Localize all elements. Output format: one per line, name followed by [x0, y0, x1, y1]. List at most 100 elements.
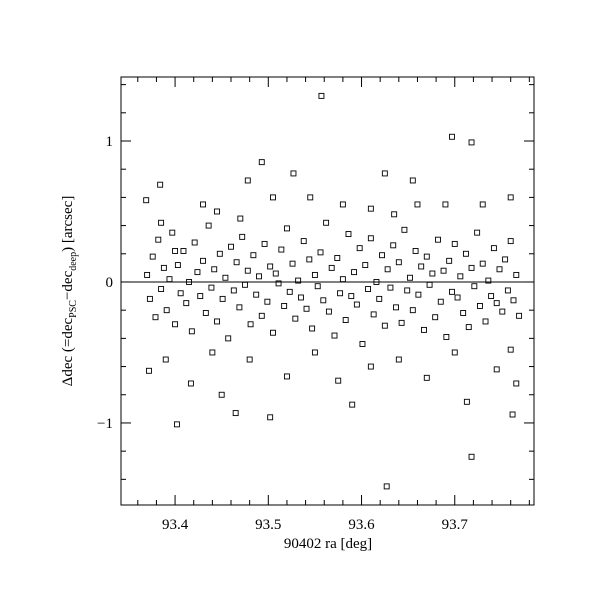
point: [200, 201, 206, 208]
point: [191, 239, 198, 246]
point: [219, 295, 226, 302]
point: [479, 201, 486, 208]
x-tick-label: 93.7: [442, 517, 469, 533]
point: [158, 219, 165, 226]
point: [222, 274, 229, 281]
point: [418, 263, 425, 270]
point: [451, 240, 458, 247]
point: [379, 252, 385, 259]
point: [395, 259, 402, 266]
point: [359, 341, 366, 347]
point: [309, 325, 316, 332]
point: [468, 139, 475, 146]
point: [435, 236, 441, 243]
point: [244, 177, 251, 184]
point: [194, 269, 201, 276]
point: [272, 270, 279, 277]
point: [166, 276, 173, 283]
point: [370, 311, 377, 318]
point: [246, 356, 253, 363]
point: [270, 194, 276, 201]
point: [283, 225, 290, 232]
point: [401, 226, 408, 233]
point: [449, 133, 455, 140]
point: [365, 286, 372, 292]
point: [250, 252, 257, 259]
point: [323, 219, 330, 226]
point: [502, 256, 509, 263]
point: [468, 264, 475, 271]
point: [362, 262, 369, 269]
y-label-part: Δdec (=dec: [60, 318, 76, 387]
point: [183, 300, 190, 307]
point: [225, 335, 232, 342]
point: [409, 177, 416, 184]
point: [384, 266, 391, 273]
point: [275, 280, 282, 287]
point: [462, 250, 469, 257]
point: [395, 356, 402, 363]
point: [258, 312, 265, 319]
point: [391, 211, 398, 218]
point: [381, 170, 388, 177]
point: [437, 298, 444, 305]
point: [292, 315, 299, 322]
point: [311, 349, 318, 356]
point: [216, 250, 223, 257]
y-label-sub: deep: [68, 252, 79, 271]
point: [513, 271, 520, 278]
point: [230, 287, 237, 294]
point: [367, 235, 374, 242]
point: [376, 295, 383, 302]
point: [172, 248, 179, 254]
point: [174, 262, 181, 269]
point: [373, 279, 380, 285]
point: [415, 291, 422, 298]
point: [149, 253, 156, 260]
point: [432, 314, 439, 321]
point: [507, 238, 514, 245]
point: [264, 298, 271, 305]
point: [173, 421, 180, 428]
point: [228, 243, 234, 250]
x-tick-label: 93.6: [348, 517, 375, 533]
point: [367, 363, 374, 370]
point: [407, 274, 413, 281]
point: [144, 271, 151, 278]
point: [356, 245, 363, 252]
point: [516, 312, 523, 319]
point: [143, 197, 150, 204]
point: [267, 414, 274, 421]
point: [496, 266, 503, 273]
point: [393, 304, 399, 311]
point: [390, 242, 397, 249]
point: [247, 321, 254, 328]
point: [479, 260, 486, 267]
point: [485, 277, 492, 284]
point: [211, 266, 218, 273]
point: [476, 302, 483, 309]
point: [311, 271, 318, 278]
point: [306, 256, 313, 263]
point: [429, 270, 436, 277]
point: [214, 318, 220, 325]
point: [509, 411, 516, 418]
point: [507, 346, 514, 353]
point: [180, 248, 187, 254]
y-axis-label: Δdec (=decPSC−decdeep) [arcsec]: [60, 196, 79, 387]
point: [187, 380, 194, 387]
point: [423, 374, 430, 381]
point: [157, 181, 164, 188]
point: [289, 260, 296, 267]
point: [202, 310, 209, 316]
point: [426, 281, 433, 288]
point: [342, 317, 349, 323]
point: [244, 267, 251, 274]
point: [290, 170, 297, 177]
point: [146, 367, 152, 374]
point: [465, 324, 472, 331]
point: [253, 291, 260, 298]
point: [449, 288, 455, 295]
point: [457, 273, 464, 280]
